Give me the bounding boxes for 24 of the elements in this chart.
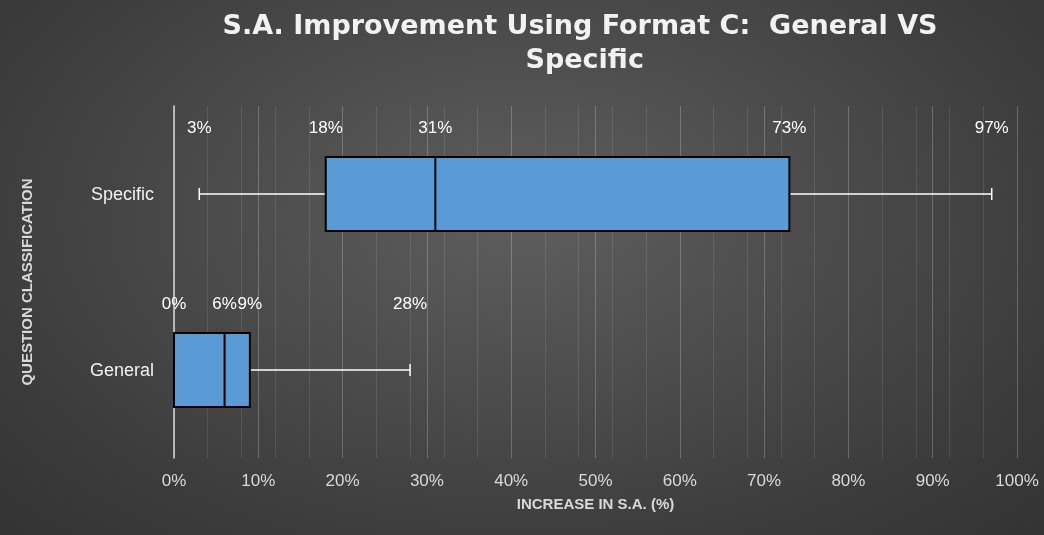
x-axis-title: INCREASE IN S.A. (%) bbox=[516, 495, 675, 512]
x-tick-label: 100% bbox=[995, 471, 1039, 490]
x-tick-label: 30% bbox=[409, 471, 444, 490]
text: 73% bbox=[772, 117, 807, 137]
x-tick-label: 50% bbox=[578, 471, 613, 490]
text: 18% bbox=[308, 117, 343, 137]
text: 31% bbox=[418, 117, 453, 137]
x-tick-label: 10% bbox=[241, 471, 276, 490]
x-tick-label: 80% bbox=[831, 471, 866, 490]
text: 9% bbox=[237, 293, 263, 313]
text: 3% bbox=[187, 117, 212, 137]
x-tick-label: 0% bbox=[161, 471, 187, 490]
x-tick-label: 70% bbox=[747, 471, 782, 490]
x-tick-label: 40% bbox=[494, 471, 529, 490]
y-tick-label: Specific bbox=[90, 184, 154, 204]
text: 6% bbox=[212, 293, 237, 313]
x-tick-label: 20% bbox=[325, 471, 360, 490]
x-tick-label: 90% bbox=[915, 471, 950, 490]
text: 28% bbox=[393, 293, 428, 313]
y-axis-title: QUESTION CLASSIFICATION bbox=[18, 178, 35, 386]
x-tick-label: 60% bbox=[662, 471, 697, 490]
chart-title: S.A. Improvement Using Format C: General VS Specific bbox=[222, 8, 938, 74]
y-tick-label: General bbox=[89, 360, 154, 380]
text: 97% bbox=[974, 117, 1009, 137]
